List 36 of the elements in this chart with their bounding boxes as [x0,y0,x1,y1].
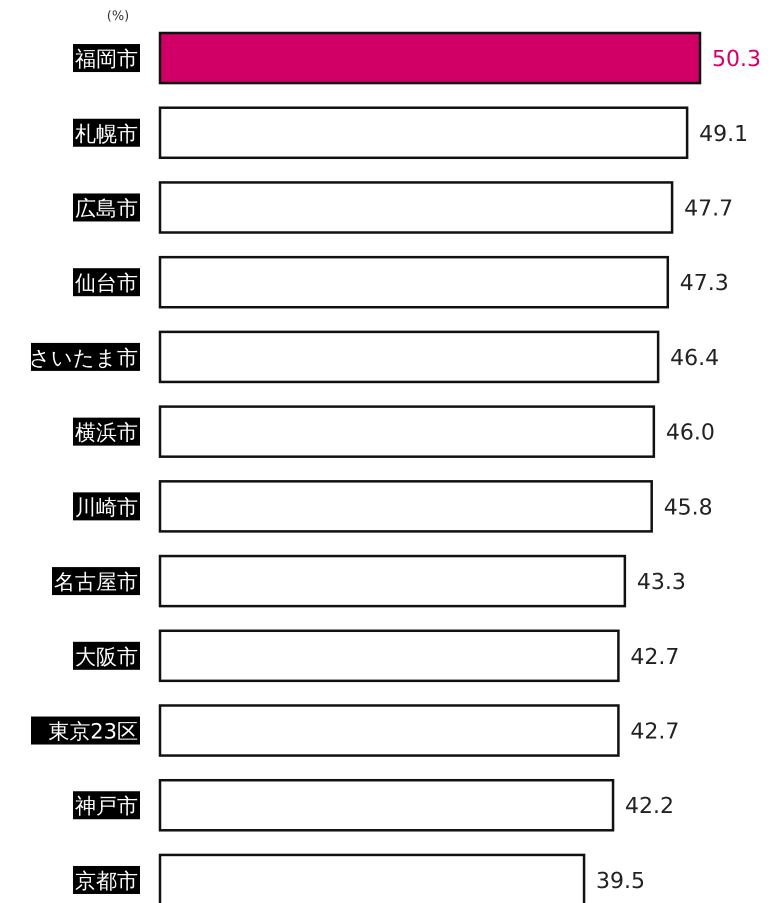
y-tick-label: 大阪市 [75,644,138,669]
y-tick-label: 仙台市 [75,271,138,296]
y-tick-label: 川崎市 [75,495,138,520]
y-tick-label: 横浜市 [75,420,138,445]
data-label: 43.3 [636,570,686,596]
y-tick-label: 神戸市 [75,794,138,818]
y-tick-label: 名古屋市 [54,570,138,594]
data-label: 47.3 [680,271,729,296]
y-tick-label: 広島市 [75,196,138,220]
y-tick-label: さいたま市 [29,346,138,370]
bar [158,405,656,458]
bar [158,778,614,832]
bar [158,256,670,308]
data-label: 45.8 [664,495,713,520]
data-label: 50.3 [712,47,761,72]
data-label: 46.0 [666,420,715,446]
y-tick-label: 札幌市 [75,122,138,146]
bar [158,704,620,757]
data-label: 39.5 [596,868,646,894]
bar [158,630,620,682]
data-label: 49.1 [699,122,748,147]
y-tick-label: 京都市 [75,868,138,893]
y-tick-label: 福岡市 [75,47,138,72]
bar [158,480,653,533]
data-label: 42.2 [625,794,674,820]
data-label: 47.7 [684,196,734,222]
bar [158,32,702,84]
bar [158,330,660,384]
bar [158,554,626,608]
bar [158,181,674,234]
data-label: 42.7 [630,720,680,745]
data-label: 42.7 [630,644,680,670]
data-label: 46.4 [670,346,720,371]
y-tick-label: 東京23区 [48,720,138,744]
bar [158,106,688,160]
text: (%) [106,9,130,24]
